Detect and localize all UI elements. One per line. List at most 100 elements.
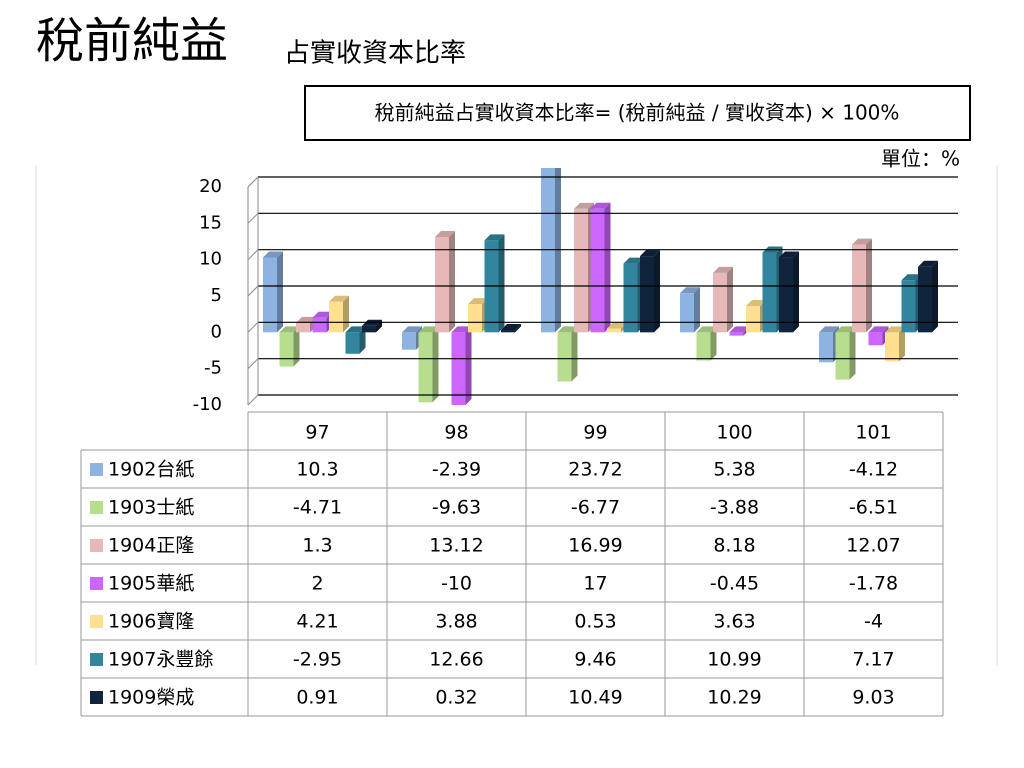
- bar-front: [640, 256, 654, 333]
- legend-key: [90, 615, 103, 628]
- bar: [279, 326, 300, 367]
- grid-line-side: [247, 358, 259, 370]
- grid-line-side: [247, 176, 259, 188]
- bar-top: [451, 326, 472, 333]
- bar: [696, 326, 717, 361]
- y-tick-label: 0: [211, 321, 222, 342]
- bar: [885, 326, 905, 362]
- grid-line-side: [247, 249, 259, 261]
- bar-front: [729, 332, 744, 336]
- table-value: -0.45: [710, 573, 759, 595]
- bar-side: [727, 266, 733, 333]
- table-value: 23.72: [568, 459, 622, 481]
- y-tick-label: 20: [199, 176, 222, 197]
- bar: [835, 326, 856, 380]
- bar-top: [623, 257, 644, 264]
- bar-front: [901, 280, 916, 333]
- table-value: -6.51: [849, 497, 898, 519]
- y-tick-label: 5: [211, 285, 222, 306]
- bar-side: [604, 202, 611, 333]
- legend-key: [90, 539, 103, 552]
- bar-side: [432, 326, 439, 403]
- grid-line-side: [247, 212, 259, 224]
- bar-front: [362, 325, 376, 333]
- formula-box: [304, 85, 971, 141]
- unit: 單位：%: [881, 147, 960, 171]
- bar-front: [819, 332, 833, 363]
- legend-label: 1903士紙: [108, 497, 194, 519]
- bar-front: [279, 332, 294, 367]
- table-value: 12.07: [846, 535, 900, 557]
- bar-top: [713, 266, 733, 273]
- bar-top: [402, 326, 422, 333]
- table-value: 0.91: [296, 687, 338, 709]
- grid-line-side: [247, 394, 259, 406]
- bar-top: [263, 251, 283, 258]
- table-value: -1.78: [849, 573, 898, 595]
- bar-front: [762, 252, 777, 333]
- bar-top: [680, 287, 700, 294]
- bar-front: [746, 305, 760, 333]
- bar-front: [918, 266, 932, 333]
- bar-front: [312, 317, 327, 333]
- bar: [451, 326, 472, 405]
- bar: [263, 251, 283, 333]
- bar-front: [607, 328, 621, 333]
- x-tick-label: 100: [716, 422, 752, 444]
- table-value: 3.63: [713, 611, 755, 633]
- bar-side: [498, 234, 505, 333]
- bar-front: [623, 263, 638, 333]
- bar-top: [885, 326, 905, 333]
- bar-top: [746, 299, 766, 306]
- y-tick-label: 15: [199, 212, 222, 233]
- bar: [640, 250, 660, 333]
- title: 稅前純益: [36, 13, 228, 69]
- bar-side: [555, 168, 561, 333]
- bar: [590, 202, 611, 333]
- bar-front: [541, 168, 555, 333]
- bar-top: [574, 202, 594, 209]
- bar-side: [515, 324, 521, 333]
- bar-front: [345, 332, 360, 354]
- grid-line-side: [247, 285, 259, 297]
- bar-side: [849, 326, 856, 380]
- bar-top: [640, 250, 660, 257]
- bar-front: [263, 257, 277, 333]
- bar-top: [435, 230, 455, 237]
- bar-front: [885, 332, 899, 362]
- x-tick-label: 99: [583, 422, 607, 444]
- bar-front: [418, 332, 433, 403]
- bar-top: [835, 326, 856, 333]
- bar-top: [418, 326, 439, 333]
- x-tick-label: 98: [444, 422, 468, 444]
- bar-top: [729, 326, 750, 333]
- bar: [484, 234, 505, 333]
- bar-front: [574, 208, 588, 333]
- table-value: 9.46: [574, 649, 616, 671]
- table-value: 7.17: [852, 649, 894, 671]
- bar-side: [654, 250, 660, 333]
- legend-key: [90, 653, 103, 666]
- bar-side: [694, 287, 700, 333]
- bar: [779, 251, 799, 333]
- legend-key: [90, 501, 103, 514]
- table-value: 0.32: [435, 687, 477, 709]
- bar-top: [696, 326, 717, 333]
- plot: [263, 154, 938, 405]
- bar-front: [590, 208, 605, 333]
- legend-label: 1905華紙: [108, 573, 194, 595]
- table-value: 10.99: [707, 649, 761, 671]
- bar-top: [541, 154, 561, 160]
- bar-top: [852, 238, 872, 245]
- bar-side: [899, 326, 905, 362]
- table-value: 16.99: [568, 535, 622, 557]
- bar: [541, 154, 561, 333]
- bar: [418, 326, 439, 403]
- subtitle: 占實收資本比率: [284, 39, 466, 69]
- table-value: -4.71: [293, 497, 342, 519]
- table-value: -9.63: [432, 497, 481, 519]
- bar: [918, 260, 938, 333]
- table-value: 3.88: [435, 611, 477, 633]
- bar-top: [779, 251, 799, 258]
